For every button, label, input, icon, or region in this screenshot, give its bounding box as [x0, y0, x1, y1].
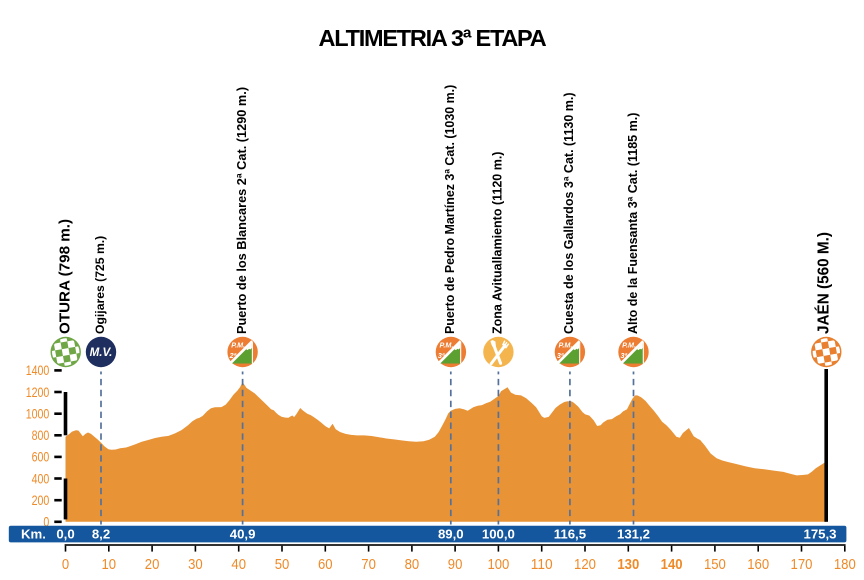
svg-text:30: 30	[188, 557, 203, 573]
svg-text:100: 100	[487, 557, 509, 573]
svg-text:8,2: 8,2	[92, 527, 110, 542]
svg-text:0,0: 0,0	[56, 527, 74, 542]
svg-text:10: 10	[102, 557, 117, 573]
svg-text:600: 600	[32, 450, 50, 465]
svg-text:160: 160	[747, 557, 769, 573]
svg-text:100,0: 100,0	[482, 527, 515, 542]
svg-text:175,3: 175,3	[803, 527, 836, 542]
svg-text:140: 140	[661, 557, 683, 573]
svg-text:131,2: 131,2	[617, 527, 650, 542]
svg-text:50: 50	[275, 557, 290, 573]
svg-text:1200: 1200	[26, 385, 50, 400]
svg-text:120: 120	[574, 557, 596, 573]
svg-text:0: 0	[62, 557, 69, 573]
svg-text:P.M.: P.M.	[231, 340, 245, 349]
svg-text:20: 20	[145, 557, 160, 573]
svg-text:1000: 1000	[26, 407, 50, 422]
svg-text:Puerto de los Blancares 2ª Cat: Puerto de los Blancares 2ª Cat. (1290 m.…	[234, 87, 249, 334]
svg-text:Alto de la Fuensanta 3ª Cat. (: Alto de la Fuensanta 3ª Cat. (1185 m.)	[626, 113, 640, 334]
svg-text:90: 90	[448, 557, 463, 573]
svg-text:3ª: 3ª	[557, 351, 564, 360]
svg-text:110: 110	[531, 557, 553, 573]
svg-text:200: 200	[32, 493, 50, 508]
svg-text:OTURA (798 m.): OTURA (798 m.)	[57, 219, 74, 334]
svg-text:Zona Avituallamiento (1120 m.): Zona Avituallamiento (1120 m.)	[491, 152, 505, 334]
svg-text:80: 80	[405, 557, 420, 573]
svg-text:70: 70	[361, 557, 376, 573]
svg-text:M.V.: M.V.	[90, 346, 113, 359]
svg-text:2ª: 2ª	[229, 351, 237, 360]
svg-text:89,0: 89,0	[438, 527, 464, 542]
svg-text:400: 400	[32, 471, 50, 486]
svg-text:116,5: 116,5	[554, 527, 586, 542]
svg-text:3ª: 3ª	[438, 351, 445, 360]
svg-text:0: 0	[43, 515, 49, 530]
svg-text:130: 130	[617, 557, 639, 573]
svg-text:1400: 1400	[26, 363, 50, 378]
svg-text:Ogijares (725 m.): Ogijares (725 m.)	[93, 236, 107, 334]
svg-text:Cuesta de los Gallardos 3ª Cat: Cuesta de los Gallardos 3ª Cat. (1130 m.…	[562, 92, 576, 334]
svg-text:150: 150	[704, 557, 726, 573]
svg-text:180: 180	[834, 557, 856, 573]
svg-text:40,9: 40,9	[230, 527, 256, 542]
svg-text:JAÉN (560 M.): JAÉN (560 M.)	[816, 232, 833, 334]
svg-text:3ª: 3ª	[621, 351, 628, 360]
svg-text:170: 170	[791, 557, 813, 573]
svg-text:40: 40	[231, 557, 246, 573]
svg-text:800: 800	[32, 428, 50, 443]
svg-text:P.M.: P.M.	[622, 340, 636, 349]
svg-text:P.M.: P.M.	[559, 340, 573, 349]
svg-text:Km.: Km.	[21, 527, 46, 542]
svg-text:P.M.: P.M.	[440, 340, 454, 349]
svg-text:60: 60	[318, 557, 333, 573]
svg-text:Puerto de Pedro Martínez 3ª Ca: Puerto de Pedro Martínez 3ª Cat. (1030 m…	[443, 85, 457, 334]
